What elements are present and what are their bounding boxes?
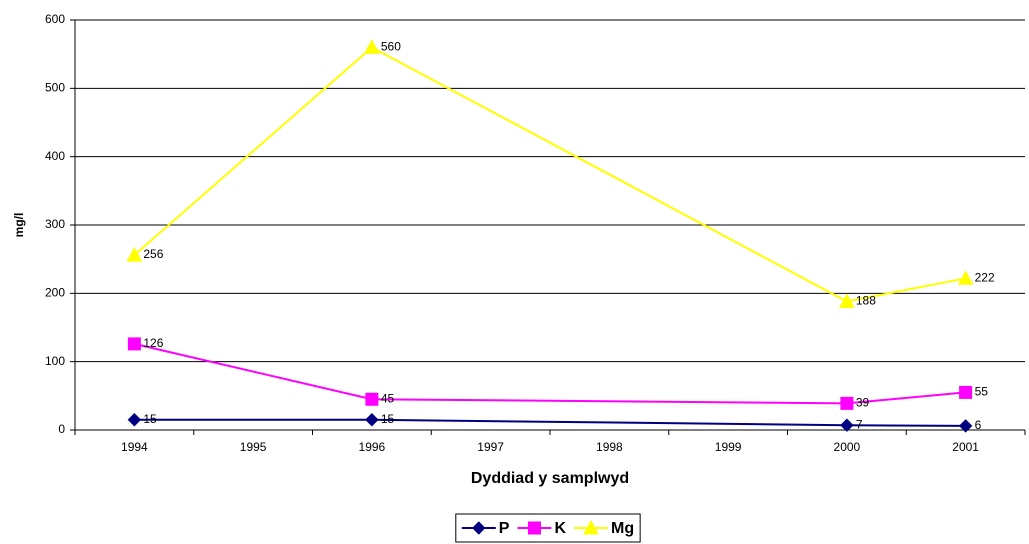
legend-marker (583, 519, 599, 535)
series-line (134, 342, 966, 405)
data-label: 6 (975, 418, 982, 432)
x-tick-label: 2000 (834, 440, 861, 454)
data-label: 45 (381, 391, 395, 405)
data-label: 55 (975, 385, 989, 399)
data-point (959, 385, 973, 399)
series-line (133, 46, 966, 303)
data-point (840, 418, 854, 432)
data-label: 222 (975, 270, 995, 284)
data-point (127, 337, 141, 351)
series-line (134, 418, 966, 427)
data-label: 256 (143, 247, 163, 261)
legend-marker (472, 521, 486, 535)
x-tick-label: 1997 (477, 440, 504, 454)
data-point (840, 396, 854, 410)
data-label: 126 (143, 336, 163, 350)
x-tick-label: 1998 (596, 440, 623, 454)
y-tick-label: 300 (45, 217, 65, 231)
data-label: 39 (856, 396, 870, 410)
legend: P K Mg (455, 513, 641, 543)
x-axis-title: Dyddiad y samplwyd (471, 470, 629, 487)
data-point (364, 39, 380, 54)
y-tick-label: 600 (45, 12, 65, 26)
y-axis-title: mg/l (12, 213, 26, 238)
data-point (365, 413, 379, 427)
data-point (365, 392, 379, 406)
data-point (127, 413, 142, 427)
y-tick-label: 400 (45, 149, 65, 163)
y-tick-label: 0 (58, 422, 65, 436)
y-tick-label: 200 (45, 286, 65, 300)
x-tick-label: 1996 (359, 440, 386, 454)
legend-label: K (554, 520, 566, 537)
x-tick-label: 1994 (121, 440, 148, 454)
x-tick-label: 2001 (952, 440, 979, 454)
data-label: 7 (856, 417, 863, 431)
data-point (126, 247, 143, 262)
data-point (957, 270, 974, 285)
data-point (839, 293, 855, 309)
data-label: 15 (381, 412, 395, 426)
y-tick-label: 500 (45, 81, 65, 95)
x-tick-label: 1995 (240, 440, 267, 454)
x-tick-label: 1999 (715, 440, 742, 454)
y-tick-label: 100 (45, 354, 65, 368)
legend-marker (527, 521, 541, 535)
data-label: 560 (381, 40, 401, 54)
data-label: 188 (856, 294, 876, 308)
data-label: 15 (143, 412, 157, 426)
legend-label: Mg (611, 520, 634, 537)
legend-label: P (499, 520, 510, 537)
data-point (958, 419, 973, 433)
